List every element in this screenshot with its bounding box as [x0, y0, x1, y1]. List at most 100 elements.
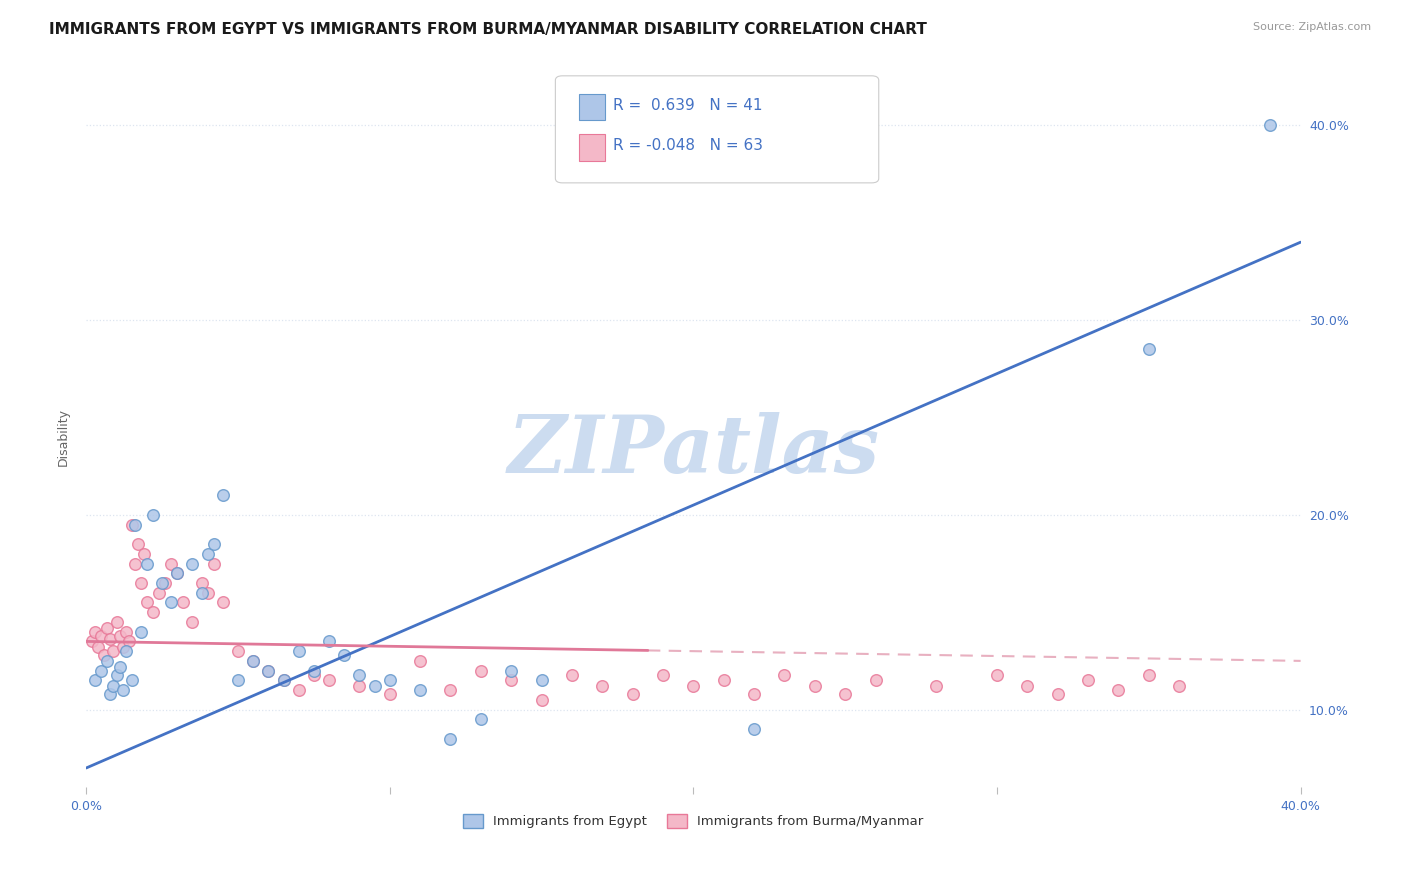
Point — [129, 576, 152, 591]
Point — [124, 517, 146, 532]
Point — [302, 667, 325, 681]
Point — [439, 731, 461, 746]
Point — [530, 693, 553, 707]
Point — [108, 659, 131, 673]
Point — [273, 673, 295, 688]
Point — [302, 664, 325, 678]
Point — [153, 576, 176, 591]
Point — [197, 585, 219, 599]
Point — [682, 679, 704, 693]
Point — [318, 634, 340, 648]
Point — [181, 615, 204, 629]
Point — [103, 679, 125, 693]
Point — [242, 654, 264, 668]
Point — [114, 624, 136, 639]
Point — [561, 667, 583, 681]
Point — [363, 679, 385, 693]
Point — [129, 624, 152, 639]
Point — [84, 673, 107, 688]
Point — [1046, 687, 1069, 701]
Point — [591, 679, 613, 693]
Point — [1017, 679, 1039, 693]
Point — [108, 629, 131, 643]
Point — [160, 557, 183, 571]
Point — [1077, 673, 1099, 688]
Point — [96, 654, 118, 668]
Point — [226, 673, 249, 688]
Point — [100, 632, 122, 647]
Y-axis label: Disability: Disability — [58, 408, 70, 466]
Point — [166, 566, 188, 581]
Point — [132, 547, 155, 561]
Point — [100, 687, 122, 701]
Point — [211, 595, 233, 609]
Point — [333, 648, 356, 662]
Text: R =  0.639   N = 41: R = 0.639 N = 41 — [613, 98, 762, 112]
Point — [834, 687, 856, 701]
Point — [202, 557, 225, 571]
Point — [986, 667, 1008, 681]
Text: ZIPatlas: ZIPatlas — [508, 412, 879, 490]
Point — [1107, 683, 1129, 698]
Point — [349, 667, 371, 681]
Point — [82, 634, 104, 648]
Point — [90, 629, 112, 643]
Point — [742, 687, 765, 701]
Point — [160, 595, 183, 609]
Point — [773, 667, 796, 681]
Point — [349, 679, 371, 693]
Point — [121, 673, 143, 688]
Point — [142, 605, 165, 619]
Point — [105, 615, 128, 629]
Point — [142, 508, 165, 522]
Point — [96, 621, 118, 635]
Point — [439, 683, 461, 698]
Point — [409, 683, 432, 698]
Point — [181, 557, 204, 571]
Point — [470, 712, 492, 726]
Point — [713, 673, 735, 688]
Point — [90, 664, 112, 678]
Point — [1137, 343, 1160, 357]
Point — [87, 640, 110, 655]
Point — [111, 640, 134, 655]
Point — [1258, 118, 1281, 132]
Point — [242, 654, 264, 668]
Point — [135, 557, 157, 571]
Point — [287, 644, 309, 658]
Point — [124, 557, 146, 571]
Point — [652, 667, 675, 681]
Point — [1137, 667, 1160, 681]
Point — [190, 576, 212, 591]
Point — [135, 595, 157, 609]
Text: Source: ZipAtlas.com: Source: ZipAtlas.com — [1253, 22, 1371, 32]
Point — [114, 644, 136, 658]
Point — [148, 585, 170, 599]
Point — [226, 644, 249, 658]
Point — [621, 687, 644, 701]
Point — [211, 488, 233, 502]
Point — [287, 683, 309, 698]
Point — [742, 722, 765, 736]
Point — [925, 679, 948, 693]
Point — [105, 667, 128, 681]
Text: R = -0.048   N = 63: R = -0.048 N = 63 — [613, 138, 763, 153]
Point — [172, 595, 194, 609]
Point — [804, 679, 827, 693]
Point — [530, 673, 553, 688]
Point — [318, 673, 340, 688]
Point — [150, 576, 173, 591]
Point — [1168, 679, 1191, 693]
Point — [273, 673, 295, 688]
Point — [470, 664, 492, 678]
Point — [257, 664, 280, 678]
Point — [409, 654, 432, 668]
Point — [501, 664, 523, 678]
Point — [111, 683, 134, 698]
Point — [118, 634, 141, 648]
Point — [166, 566, 188, 581]
Point — [190, 585, 212, 599]
Point — [257, 664, 280, 678]
Point — [378, 687, 401, 701]
Legend: Immigrants from Egypt, Immigrants from Burma/Myanmar: Immigrants from Egypt, Immigrants from B… — [458, 809, 929, 833]
